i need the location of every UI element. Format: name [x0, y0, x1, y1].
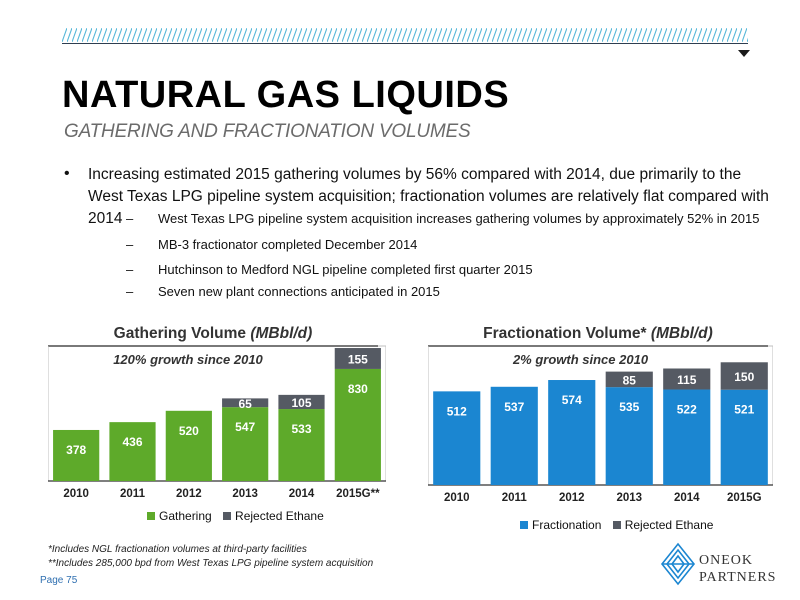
gathering-data-label: 65 [238, 397, 252, 411]
sub-bullet-text: Seven new plant connections anticipated … [158, 284, 440, 299]
legend-swatch-rejected-ethane [223, 511, 232, 520]
legend-swatch-rejected-ethane [612, 520, 621, 529]
gathering-chart-title-unit: (MBbl/d) [250, 325, 313, 342]
gathering-bar-primary [53, 429, 100, 481]
fractionation-chart-legend: Fractionation Rejected Ethane [520, 518, 721, 532]
gathering-data-label: 520 [179, 424, 199, 438]
logo-text-partners: PARTNERS [699, 570, 777, 585]
gathering-bar-primary [278, 409, 325, 481]
legend-swatch-gathering [147, 511, 155, 520]
gathering-data-label: 436 [122, 435, 142, 449]
footnote-acquisition: **Includes 285,000 bpd from West Texas L… [48, 558, 374, 569]
fractionation-data-label: 535 [619, 400, 639, 414]
gathering-chart-title-plain: Gathering Volume [113, 325, 251, 342]
gathering-growth-annotation: 120% growth since 2010 [113, 352, 263, 367]
fractionation-tick-label: 2012 [559, 492, 585, 504]
gathering-data-label: 533 [291, 422, 311, 436]
fractionation-chart-title: Fractionation Volume* (MBbl/d) [428, 325, 768, 343]
sub-bullet-text: MB-3 fractionator completed December 201… [158, 237, 418, 252]
gathering-bar-primary [109, 422, 156, 481]
gathering-volume-chart: 378 2010 436 2011 520 2012 547 65 2013 533 105 2014… [48, 345, 386, 500]
fractionation-tick-label: 2013 [616, 492, 642, 504]
sub-bullet-dash: – [126, 211, 134, 226]
gathering-chart-title: Gathering Volume (MBbl/d) [48, 325, 378, 343]
bullet-marker: • [64, 165, 70, 182]
legend-item-rejected-ethane: Rejected Ethane [223, 509, 324, 523]
fractionation-bar-primary [663, 389, 711, 485]
sub-bullet: – Seven new plant connections anticipated… [126, 284, 440, 299]
fractionation-bar-primary [490, 386, 538, 485]
header-hatch-decoration [62, 28, 748, 42]
gathering-data-label: 155 [348, 352, 368, 366]
fractionation-bar-primary [548, 380, 596, 485]
gathering-bar-rejected-ethane [334, 348, 381, 369]
gathering-tick-label: 2014 [289, 488, 315, 500]
fractionation-bar-primary [433, 391, 481, 485]
sub-bullet: – West Texas LPG pipeline system acquisit… [126, 211, 759, 226]
fractionation-tick-label: 2011 [502, 492, 528, 504]
sub-bullet-text: Hutchinson to Medford NGL pipeline compl… [158, 262, 533, 277]
fractionation-tick-label: 2014 [674, 492, 700, 504]
legend-item-fractionation: Fractionation [520, 518, 601, 532]
fractionation-data-label: 115 [677, 373, 697, 387]
sub-bullet-text: West Texas LPG pipeline system acquisiti… [158, 211, 760, 226]
logo-text-oneok: ONEOK [699, 553, 753, 568]
fractionation-data-label: 512 [447, 404, 467, 418]
gathering-tick-label: 2012 [176, 488, 202, 500]
gathering-tick-label: 2015G** [336, 488, 380, 500]
fractionation-bar-primary [720, 389, 768, 485]
bullet-main-text: Increasing estimated 2015 gathering volu… [88, 166, 769, 227]
page-number: Page 75 [40, 575, 78, 586]
gathering-chart-legend: Gathering Rejected Ethane [147, 509, 332, 523]
legend-label-gathering: Gathering [159, 509, 212, 523]
sub-bullet-dash: – [126, 237, 134, 252]
gathering-bar-primary [165, 410, 212, 481]
gathering-bar-primary [334, 368, 381, 481]
sub-bullet: – MB-3 fractionator completed December 20… [126, 237, 417, 252]
fractionation-tick-label: 2010 [444, 492, 470, 504]
legend-label-rejected-ethane: Rejected Ethane [624, 518, 714, 532]
fractionation-chart-title-plain: Fractionation Volume* [483, 325, 651, 342]
fractionation-bar-rejected-ethane [720, 362, 768, 390]
fractionation-bar-rejected-ethane [663, 368, 711, 390]
footnote-fractionation: *Includes NGL fractionation volumes at t… [48, 544, 307, 555]
fractionation-volume-chart: 512 2010 537 2011 574 2012 535 85 2013 522 115 2014… [428, 345, 773, 504]
fractionation-data-label: 85 [623, 373, 637, 387]
legend-label-rejected-ethane: Rejected Ethane [235, 509, 324, 523]
sub-bullet: – Hutchinson to Medford NGL pipeline comp… [126, 262, 533, 277]
fractionation-growth-annotation: 2% growth since 2010 [512, 352, 649, 367]
gathering-data-label: 378 [66, 443, 86, 457]
page-subtitle: GATHERING AND FRACTIONATION VOLUMES [64, 121, 471, 142]
legend-label-fractionation: Fractionation [532, 518, 602, 532]
gathering-tick-label: 2013 [232, 488, 258, 500]
fractionation-bar-rejected-ethane [605, 371, 653, 388]
legend-item-gathering: Gathering [147, 509, 212, 523]
fractionation-chart-title-unit: (MBbl/d) [650, 325, 713, 342]
gathering-tick-label: 2010 [63, 488, 89, 500]
gathering-data-label: 547 [235, 420, 255, 434]
fractionation-data-label: 521 [734, 403, 754, 417]
fractionation-bar-primary [605, 387, 653, 485]
header-rule [62, 43, 748, 44]
header-triangle-icon [738, 50, 750, 57]
sub-bullet-dash: – [126, 284, 134, 299]
fractionation-data-label: 537 [504, 400, 524, 414]
gathering-tick-label: 2011 [120, 488, 146, 500]
gathering-data-label: 105 [291, 396, 311, 410]
gathering-bar-rejected-ethane [278, 394, 325, 410]
gathering-data-label: 830 [348, 382, 368, 396]
page-title: NATURAL GAS LIQUIDS [62, 74, 510, 116]
fractionation-data-label: 522 [677, 403, 697, 417]
gathering-bar-rejected-ethane [222, 398, 269, 408]
gathering-bar-primary [222, 407, 269, 481]
sub-bullet-dash: – [126, 262, 134, 277]
fractionation-data-label: 574 [562, 393, 582, 407]
legend-item-rejected-ethane: Rejected Ethane [612, 518, 714, 532]
fractionation-tick-label: 2015G [727, 492, 762, 504]
fractionation-data-label: 150 [734, 370, 754, 384]
oneok-logo-icon [660, 542, 696, 586]
legend-swatch-fractionation [520, 520, 528, 529]
